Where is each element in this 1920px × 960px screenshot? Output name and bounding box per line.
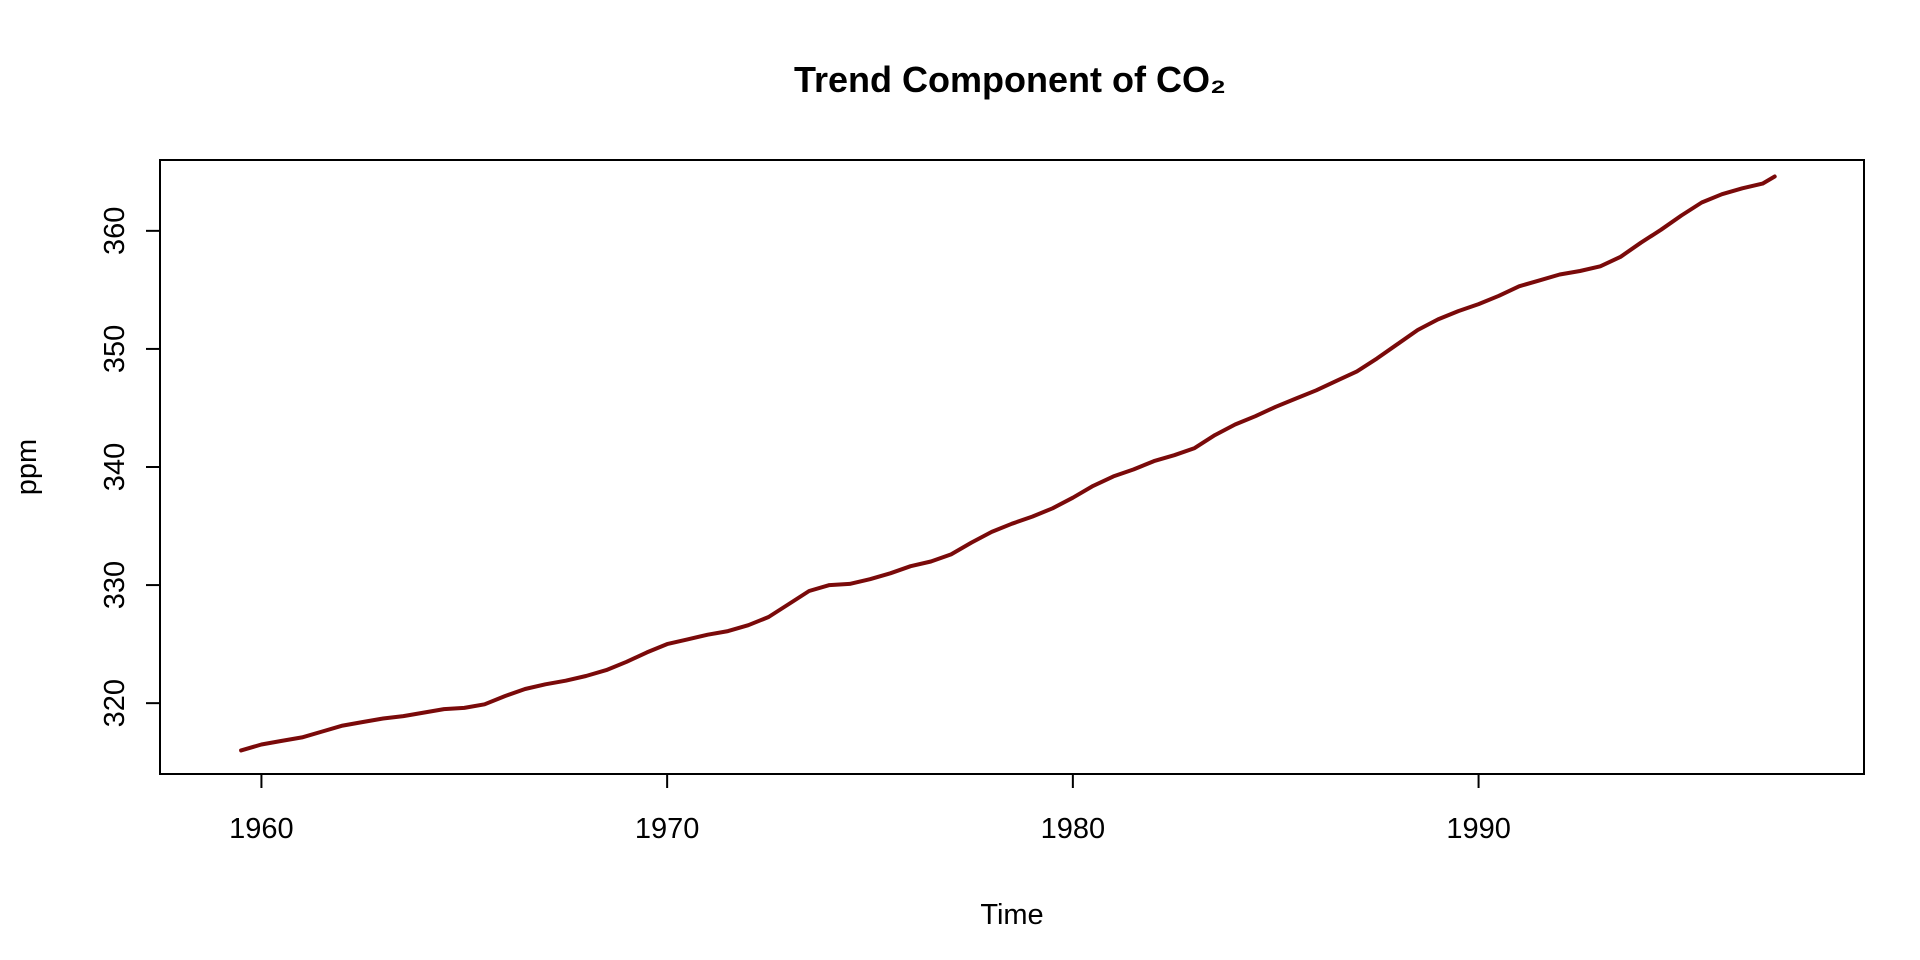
x-axis-label: Time xyxy=(980,899,1043,931)
y-tick-label: 320 xyxy=(99,679,131,727)
chart-title: Trend Component of CO₂ xyxy=(794,59,1226,100)
x-tick-label: 1960 xyxy=(229,813,294,845)
plot-frame xyxy=(159,159,1865,775)
x-tick-label: 1980 xyxy=(1041,813,1106,845)
series-line-trend xyxy=(239,174,1777,753)
y-axis: 320 330 340 350 360 xyxy=(99,207,161,727)
y-tick-label: 360 xyxy=(99,207,131,255)
x-tick-label: 1970 xyxy=(635,813,700,845)
y-tick-label: 330 xyxy=(99,561,131,609)
x-tick-label: 1990 xyxy=(1446,813,1511,845)
x-axis: 1960 1970 1980 1990 xyxy=(229,773,1511,845)
series-layer xyxy=(239,174,1777,753)
y-axis-label: ppm xyxy=(11,439,43,495)
y-tick-label: 340 xyxy=(99,443,131,491)
y-tick-label: 350 xyxy=(99,325,131,373)
